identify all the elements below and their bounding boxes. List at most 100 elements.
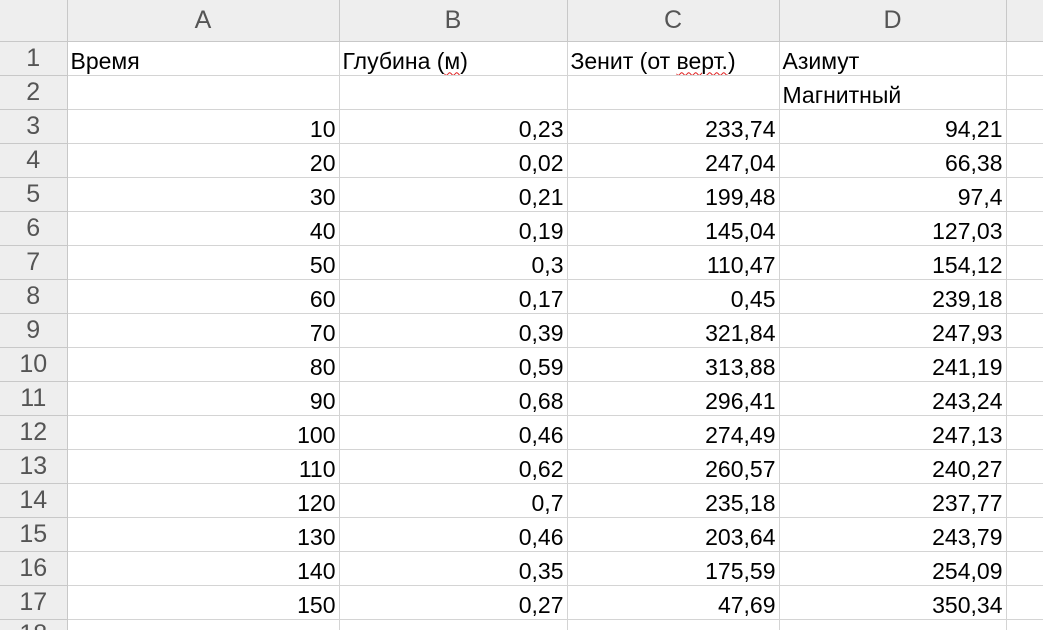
cell-a9[interactable]: 70 xyxy=(67,313,340,348)
cell-c7[interactable]: 110,47 xyxy=(567,245,780,280)
cell-b12[interactable]: 0,46 xyxy=(339,415,568,450)
cell-b11[interactable]: 0,68 xyxy=(339,381,568,416)
cell-a12[interactable]: 100 xyxy=(67,415,340,450)
cell-b4[interactable]: 0,02 xyxy=(339,143,568,178)
cell-b15[interactable]: 0,46 xyxy=(339,517,568,552)
cell-e14[interactable] xyxy=(1006,483,1043,518)
cell-e2[interactable] xyxy=(1006,75,1043,110)
row-header[interactable]: 17 xyxy=(0,585,68,620)
row-header[interactable]: 16 xyxy=(0,551,68,586)
cell-a5[interactable]: 30 xyxy=(67,177,340,212)
cell-c5[interactable]: 199,48 xyxy=(567,177,780,212)
cell-d9[interactable]: 247,93 xyxy=(779,313,1007,348)
cell-c12[interactable]: 274,49 xyxy=(567,415,780,450)
row-header[interactable]: 7 xyxy=(0,245,68,280)
cell-c16[interactable]: 175,59 xyxy=(567,551,780,586)
row-header[interactable]: 13 xyxy=(0,449,68,484)
cell-row-18[interactable] xyxy=(1006,619,1043,630)
row-header[interactable]: 8 xyxy=(0,279,68,314)
cell-a16[interactable]: 140 xyxy=(67,551,340,586)
cell-b2[interactable] xyxy=(339,75,568,110)
cell-e13[interactable] xyxy=(1006,449,1043,484)
cell-b5[interactable]: 0,21 xyxy=(339,177,568,212)
cell-b6[interactable]: 0,19 xyxy=(339,211,568,246)
cell-c2[interactable] xyxy=(567,75,780,110)
cell-e12[interactable] xyxy=(1006,415,1043,450)
cell-b8[interactable]: 0,17 xyxy=(339,279,568,314)
cell-c14[interactable]: 235,18 xyxy=(567,483,780,518)
cell-e10[interactable] xyxy=(1006,347,1043,382)
cell-e9[interactable] xyxy=(1006,313,1043,348)
cell-b10[interactable]: 0,59 xyxy=(339,347,568,382)
cell-b3[interactable]: 0,23 xyxy=(339,109,568,144)
cell-e5[interactable] xyxy=(1006,177,1043,212)
row-header[interactable]: 6 xyxy=(0,211,68,246)
cell-e17[interactable] xyxy=(1006,585,1043,620)
cell-d13[interactable]: 240,27 xyxy=(779,449,1007,484)
row-header[interactable]: 5 xyxy=(0,177,68,212)
cell-row-18[interactable] xyxy=(567,619,780,630)
row-header[interactable]: 9 xyxy=(0,313,68,348)
cell-c1[interactable]: Зенит (от верт.) xyxy=(567,41,780,76)
cell-c15[interactable]: 203,64 xyxy=(567,517,780,552)
cell-e7[interactable] xyxy=(1006,245,1043,280)
cell-e11[interactable] xyxy=(1006,381,1043,416)
row-header[interactable]: 4 xyxy=(0,143,68,178)
cell-a3[interactable]: 10 xyxy=(67,109,340,144)
cell-c13[interactable]: 260,57 xyxy=(567,449,780,484)
cell-d1[interactable]: Азимут xyxy=(779,41,1007,76)
cell-b7[interactable]: 0,3 xyxy=(339,245,568,280)
row-header[interactable]: 12 xyxy=(0,415,68,450)
cell-a6[interactable]: 40 xyxy=(67,211,340,246)
cell-c10[interactable]: 313,88 xyxy=(567,347,780,382)
row-header[interactable]: 2 xyxy=(0,75,68,110)
cell-d17[interactable]: 350,34 xyxy=(779,585,1007,620)
row-header[interactable]: 10 xyxy=(0,347,68,382)
cell-a7[interactable]: 50 xyxy=(67,245,340,280)
row-header[interactable]: 11 xyxy=(0,381,68,416)
row-header[interactable]: 3 xyxy=(0,109,68,144)
cell-a8[interactable]: 60 xyxy=(67,279,340,314)
cell-b9[interactable]: 0,39 xyxy=(339,313,568,348)
cell-a10[interactable]: 80 xyxy=(67,347,340,382)
cell-d2[interactable]: Магнитный xyxy=(779,75,1007,110)
cell-a1[interactable]: Время xyxy=(67,41,340,76)
cell-d15[interactable]: 243,79 xyxy=(779,517,1007,552)
cell-row-18[interactable] xyxy=(339,619,568,630)
cell-a17[interactable]: 150 xyxy=(67,585,340,620)
cell-row-18[interactable] xyxy=(67,619,340,630)
column-header-a[interactable]: A xyxy=(67,0,340,42)
cell-c6[interactable]: 145,04 xyxy=(567,211,780,246)
row-header[interactable]: 18 xyxy=(0,619,68,630)
row-header[interactable]: 14 xyxy=(0,483,68,518)
cell-c11[interactable]: 296,41 xyxy=(567,381,780,416)
cell-c4[interactable]: 247,04 xyxy=(567,143,780,178)
cell-b13[interactable]: 0,62 xyxy=(339,449,568,484)
cell-b17[interactable]: 0,27 xyxy=(339,585,568,620)
cell-d14[interactable]: 237,77 xyxy=(779,483,1007,518)
cell-d16[interactable]: 254,09 xyxy=(779,551,1007,586)
cell-d5[interactable]: 97,4 xyxy=(779,177,1007,212)
cell-d8[interactable]: 239,18 xyxy=(779,279,1007,314)
cell-row-18[interactable] xyxy=(779,619,1007,630)
column-header-c[interactable]: C xyxy=(567,0,780,42)
cell-a4[interactable]: 20 xyxy=(67,143,340,178)
cell-d6[interactable]: 127,03 xyxy=(779,211,1007,246)
cell-d4[interactable]: 66,38 xyxy=(779,143,1007,178)
column-header-e[interactable] xyxy=(1006,0,1043,42)
row-header[interactable]: 15 xyxy=(0,517,68,552)
cell-c8[interactable]: 0,45 xyxy=(567,279,780,314)
cell-c3[interactable]: 233,74 xyxy=(567,109,780,144)
column-header-b[interactable]: B xyxy=(339,0,568,42)
cell-e16[interactable] xyxy=(1006,551,1043,586)
select-all-corner[interactable] xyxy=(0,0,68,42)
cell-a11[interactable]: 90 xyxy=(67,381,340,416)
cell-b14[interactable]: 0,7 xyxy=(339,483,568,518)
row-header[interactable]: 1 xyxy=(0,41,68,76)
column-header-d[interactable]: D xyxy=(779,0,1007,42)
cell-d3[interactable]: 94,21 xyxy=(779,109,1007,144)
cell-d12[interactable]: 247,13 xyxy=(779,415,1007,450)
cell-e1[interactable] xyxy=(1006,41,1043,76)
cell-a15[interactable]: 130 xyxy=(67,517,340,552)
cell-e3[interactable] xyxy=(1006,109,1043,144)
